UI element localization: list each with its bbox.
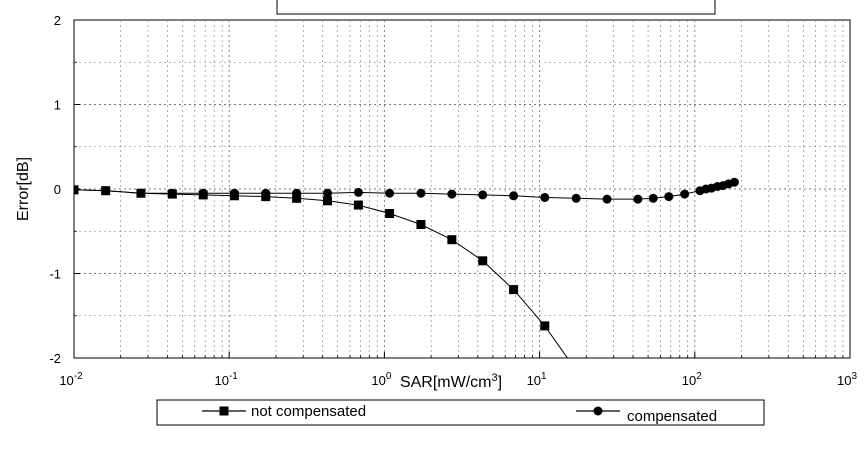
x-tick-label: 10-1 xyxy=(215,371,239,388)
x-axis-ticks: 10-2 10-1 100 101 102 103 xyxy=(59,352,857,388)
data-point-circle xyxy=(509,191,519,201)
legend-marker-circle xyxy=(593,406,603,416)
x-tick-label: 103 xyxy=(837,371,857,388)
x-tick-label: 100 xyxy=(371,371,391,388)
legend-marker-square xyxy=(219,406,229,416)
top-box xyxy=(276,0,716,15)
data-point-circle xyxy=(74,185,79,195)
data-point-circle xyxy=(385,188,395,198)
legend-item: compensated xyxy=(576,406,717,425)
y-tick-label: -2 xyxy=(49,351,61,366)
data-point-square xyxy=(353,200,363,210)
data-point-square xyxy=(292,193,302,203)
data-point-circle xyxy=(680,189,690,199)
data-point-circle xyxy=(136,188,146,198)
data-point-circle xyxy=(478,190,488,200)
data-point-circle xyxy=(101,186,111,196)
data-point-circle xyxy=(167,188,177,198)
data-point-circle xyxy=(323,188,333,198)
x-tick-label: 101 xyxy=(527,371,547,388)
series-layer xyxy=(74,177,739,358)
data-point-circle xyxy=(540,192,550,202)
y-tick-label: 1 xyxy=(54,98,61,113)
y-tick-label: 0 xyxy=(54,182,61,197)
data-point-circle xyxy=(633,194,643,204)
y-tick-label: 2 xyxy=(54,13,61,28)
data-point-circle xyxy=(198,188,208,198)
data-point-circle xyxy=(648,193,658,203)
data-point-circle xyxy=(229,188,239,198)
grid xyxy=(74,20,850,358)
data-point-circle xyxy=(261,188,271,198)
data-point-circle xyxy=(292,188,302,198)
data-point-square xyxy=(323,196,333,206)
data-point-square xyxy=(385,209,395,219)
legend-label: not compensated xyxy=(251,403,366,420)
y-axis-ticks: 2 1 0 -1 -2 xyxy=(49,13,80,366)
legend-item: not compensated xyxy=(202,403,366,420)
data-point-circle xyxy=(416,188,426,198)
data-point-circle xyxy=(664,192,674,202)
data-point-square xyxy=(509,285,519,295)
data-point-circle xyxy=(447,189,457,199)
data-point-square xyxy=(540,321,550,331)
data-point-square xyxy=(447,235,457,245)
x-tick-label: 102 xyxy=(682,371,702,388)
data-point-square xyxy=(416,219,426,229)
series-2 xyxy=(74,177,739,204)
legend-label: compensated xyxy=(627,408,717,425)
data-point-circle xyxy=(353,187,363,197)
x-axis-label: SAR[mW/cm3] xyxy=(400,372,502,391)
data-point-square xyxy=(478,256,488,266)
y-axis-label: Error[dB] xyxy=(15,157,32,221)
data-point-circle xyxy=(602,194,612,204)
y-tick-label: -1 xyxy=(49,267,61,282)
x-axis-label-close: ] xyxy=(498,374,502,391)
x-axis-label-main: SAR[mW/cm xyxy=(400,374,492,391)
legend: not compensated compensated xyxy=(156,399,765,426)
x-axis-label-sup: 3 xyxy=(491,372,497,384)
data-point-circle xyxy=(571,193,581,203)
x-tick-label: 10-2 xyxy=(59,371,83,388)
data-point-circle xyxy=(729,177,739,187)
legend-box xyxy=(156,399,765,426)
